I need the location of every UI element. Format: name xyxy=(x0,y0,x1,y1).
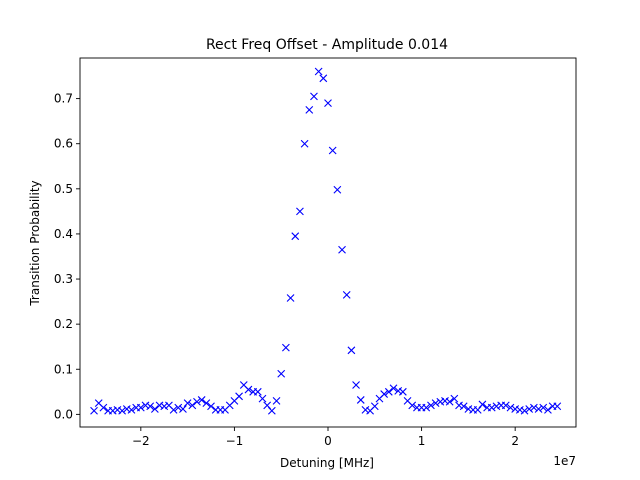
data-point xyxy=(160,402,169,411)
data-point xyxy=(356,396,365,404)
y-axis-label: Transition Probability xyxy=(28,180,42,306)
data-point xyxy=(338,245,346,254)
y-tick-label: 0.6 xyxy=(54,137,73,151)
data-point xyxy=(244,385,253,394)
data-point xyxy=(487,403,496,412)
data-point xyxy=(380,390,389,398)
y-tick-label: 0.3 xyxy=(54,272,73,286)
data-point xyxy=(281,343,290,352)
chart-title: Rect Freq Offset - Amplitude 0.014 xyxy=(206,37,448,53)
y-tick-label: 0.1 xyxy=(54,362,73,376)
data-point xyxy=(384,387,393,396)
data-point xyxy=(511,405,520,413)
data-point xyxy=(108,406,117,415)
data-point xyxy=(193,397,201,406)
data-point xyxy=(427,401,435,410)
data-point xyxy=(136,403,145,412)
data-point xyxy=(347,346,356,355)
data-point xyxy=(352,381,360,389)
data-point xyxy=(314,67,323,76)
data-point xyxy=(155,401,164,410)
data-point xyxy=(146,402,155,411)
data-point xyxy=(539,403,548,412)
data-point xyxy=(544,405,552,414)
data-point xyxy=(90,406,98,415)
y-tick-label: 0.0 xyxy=(54,407,73,421)
data-point xyxy=(258,394,267,403)
data-point xyxy=(253,387,262,396)
data-point xyxy=(113,405,122,414)
data-point xyxy=(553,402,562,411)
data-point xyxy=(286,294,295,302)
data-point xyxy=(529,403,538,412)
data-point xyxy=(324,99,332,107)
data-point xyxy=(202,399,211,407)
y-tick-label: 0.4 xyxy=(54,227,73,241)
data-point xyxy=(305,105,314,114)
data-point xyxy=(174,403,183,412)
data-point xyxy=(310,92,318,101)
x-tick-label: 0 xyxy=(324,434,332,448)
data-point xyxy=(122,405,131,413)
data-point xyxy=(525,405,534,413)
data-point xyxy=(328,146,337,155)
data-point xyxy=(501,401,510,410)
data-point xyxy=(389,384,398,393)
x-tick-label: −2 xyxy=(132,434,150,448)
data-point xyxy=(398,387,407,396)
data-point xyxy=(464,405,473,413)
data-point xyxy=(506,403,515,412)
data-point xyxy=(445,397,454,406)
data-point xyxy=(455,401,463,410)
data-point xyxy=(319,74,328,83)
data-point xyxy=(179,405,187,413)
x-axis-offset-text: 1e7 xyxy=(553,454,576,468)
data-point xyxy=(300,139,309,148)
data-point xyxy=(370,402,379,411)
data-point xyxy=(333,185,342,194)
y-tick-label: 0.5 xyxy=(54,182,73,196)
data-point xyxy=(515,405,524,414)
data-point xyxy=(450,394,459,403)
y-tick-label: 0.2 xyxy=(54,317,73,331)
data-point xyxy=(291,232,300,241)
data-point xyxy=(520,406,529,415)
x-tick-label: −1 xyxy=(226,434,244,448)
y-tick-label: 0.7 xyxy=(54,92,73,106)
data-point xyxy=(197,396,206,404)
x-axis-label: Detuning [MHz] xyxy=(280,456,374,470)
data-point xyxy=(459,402,468,411)
data-point xyxy=(188,401,197,410)
x-tick-label: 1 xyxy=(418,434,426,448)
data-point xyxy=(422,403,431,412)
data-point xyxy=(408,401,417,410)
data-point xyxy=(394,387,403,395)
data-point xyxy=(118,406,127,415)
data-point xyxy=(478,400,487,409)
data-point xyxy=(127,405,136,414)
data-point xyxy=(141,401,150,410)
data-point xyxy=(207,402,215,411)
data-point xyxy=(441,396,449,405)
data-point xyxy=(235,392,243,401)
data-point xyxy=(431,399,440,407)
data-point xyxy=(277,369,286,378)
data-point xyxy=(296,207,304,216)
data-point xyxy=(534,405,543,413)
data-point xyxy=(272,396,281,405)
plot-area: −2 −1 0 1 2 0.0 0.1 0.2 0.3 0.4 0.5 0.6 0.7 xyxy=(54,57,577,448)
data-point xyxy=(492,402,501,411)
data-point xyxy=(436,397,445,406)
data-point xyxy=(361,405,370,414)
data-point xyxy=(150,405,159,413)
data-point xyxy=(267,406,276,415)
data-point xyxy=(99,403,108,412)
data-point xyxy=(342,290,351,299)
x-tick-label: 2 xyxy=(511,434,519,448)
data-point xyxy=(183,399,192,407)
data-point xyxy=(169,405,178,414)
